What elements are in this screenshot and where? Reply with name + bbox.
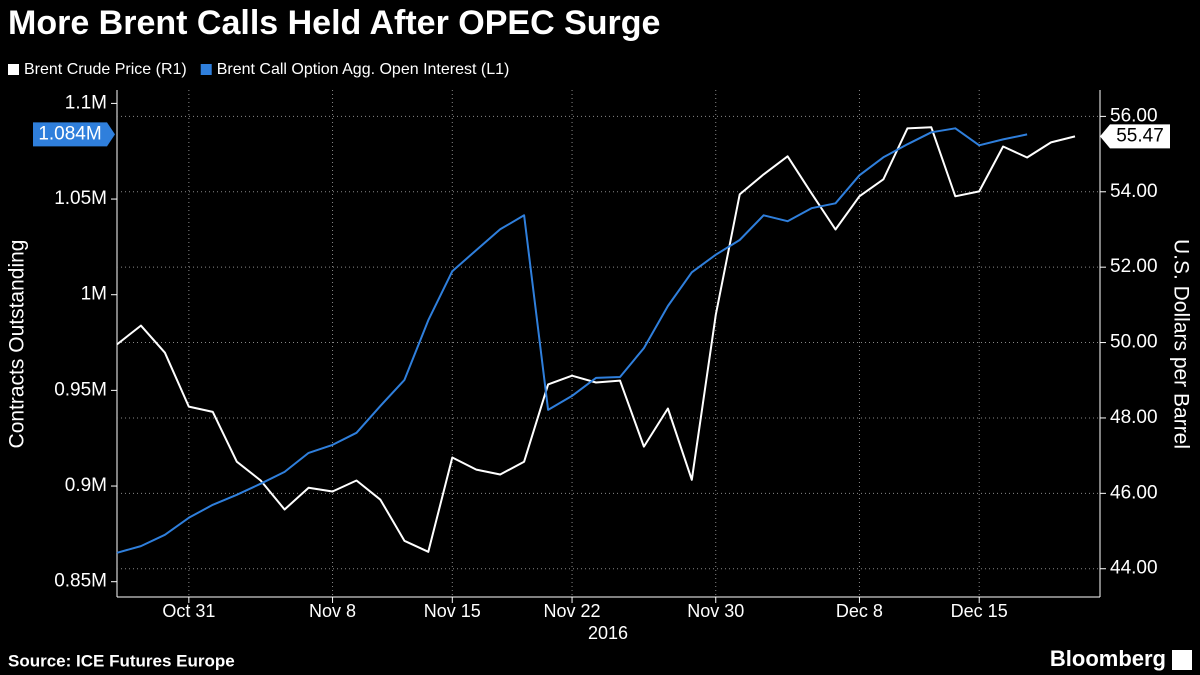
legend-label: Brent Crude Price (R1): [24, 61, 187, 78]
y2-tick-label: 44.00: [1110, 558, 1158, 579]
last-value-label: 55.47: [1116, 125, 1164, 146]
x-axis-label: 2016: [588, 623, 628, 643]
last-value-label: 1.084M: [38, 123, 101, 144]
x-tick-label: Nov 15: [424, 601, 481, 621]
last-value-tag: [33, 122, 115, 147]
y-tick-label: 0.9M: [65, 475, 107, 496]
brand: Bloomberg: [1050, 646, 1166, 671]
y2-tick-label: 54.00: [1110, 181, 1158, 202]
y-axis-label: Contracts Outstanding: [6, 240, 29, 449]
y-tick-label: 1.1M: [65, 92, 107, 113]
x-tick-label: Nov 8: [309, 601, 356, 621]
legend-swatch: [8, 64, 19, 75]
last-value-tag: [1100, 124, 1170, 149]
y2-tick-label: 56.00: [1110, 105, 1158, 126]
y2-tick-label: 48.00: [1110, 407, 1158, 428]
x-tick-label: Dec 15: [951, 601, 1008, 621]
y-tick-label: 0.95M: [54, 379, 107, 400]
x-tick-label: Oct 31: [162, 601, 215, 621]
y-tick-label: 1M: [81, 284, 107, 305]
series-line: [116, 126, 1076, 553]
y2-tick-label: 52.00: [1110, 256, 1158, 277]
legend-label: Brent Call Option Agg. Open Interest (L1…: [217, 61, 510, 78]
y2-axis-label: U.S. Dollars per Barrel: [1169, 239, 1192, 449]
y2-tick-label: 46.00: [1110, 482, 1158, 503]
y-tick-label: 1.05M: [54, 188, 107, 209]
y-tick-label: 0.85M: [54, 571, 107, 592]
legend-swatch: [200, 64, 212, 75]
y2-tick-label: 50.00: [1110, 332, 1158, 353]
series-line: [116, 127, 1028, 554]
brand-icon: [1172, 650, 1192, 670]
source: Source: ICE Futures Europe: [8, 651, 235, 670]
x-tick-label: Nov 30: [687, 601, 744, 621]
x-tick-label: Nov 22: [544, 601, 601, 621]
chart-title: More Brent Calls Held After OPEC Surge: [8, 4, 660, 42]
x-tick-label: Dec 8: [836, 601, 883, 621]
